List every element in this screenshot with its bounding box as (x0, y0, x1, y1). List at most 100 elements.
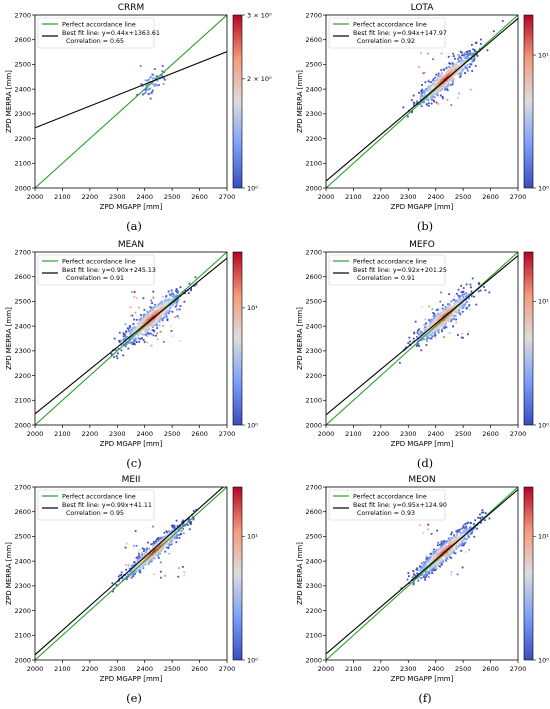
scatter-point (408, 336, 411, 339)
scatter-point (183, 300, 186, 303)
scatter-point (158, 324, 161, 327)
scatter-point (181, 565, 184, 568)
scatter-point (439, 560, 442, 563)
scatter-point (152, 83, 155, 86)
scatter-point (143, 308, 146, 311)
scatter-point (451, 83, 454, 86)
legend-fit-label: Best fit line: y=0.95x+124.90 (353, 502, 447, 509)
scatter-point (175, 519, 178, 522)
scatter-point (154, 316, 157, 319)
scatter-point (144, 91, 147, 94)
scatter-point (425, 98, 428, 101)
scatter-point (145, 549, 148, 552)
scatter-point (449, 551, 451, 554)
scatter-point (130, 341, 133, 344)
scatter-point (440, 557, 442, 559)
scatter-point (178, 526, 181, 528)
scatter-point (178, 536, 181, 539)
scatter-point (116, 357, 119, 360)
scatter-point (133, 562, 136, 565)
scatter-point (141, 84, 144, 87)
scatter-point (444, 74, 447, 77)
scatter-point (443, 311, 446, 314)
scatter-point (160, 74, 163, 77)
scatter-point (433, 317, 436, 320)
scatter-point (162, 83, 165, 85)
scatter-point (442, 97, 444, 100)
scatter-point (156, 324, 158, 327)
scatter-point (141, 337, 143, 340)
scatter-point (426, 52, 429, 55)
scatter-point (156, 327, 159, 329)
scatter-point (163, 300, 166, 303)
scatter-point (470, 290, 473, 293)
x-tick-label: 2600 (482, 430, 499, 438)
scatter-point (130, 329, 133, 332)
scatter-point (445, 312, 448, 315)
scatter-point (457, 294, 460, 297)
scatter-point (465, 53, 467, 56)
x-tick-label: 2700 (219, 193, 236, 201)
scatter-point (442, 86, 445, 89)
scatter-point (133, 326, 136, 328)
scatter-point (157, 546, 160, 549)
y-axis-label: ZPD MERRA [mm] (296, 70, 304, 133)
scatter-point (435, 309, 438, 312)
scatter-point (144, 563, 147, 566)
scatter-point (425, 334, 428, 336)
scatter-point (492, 30, 495, 33)
scatter-point (175, 541, 178, 544)
scatter-point (174, 316, 177, 319)
scatter-point (457, 334, 459, 336)
scatter-point (133, 572, 136, 575)
scatter-point (464, 529, 467, 532)
scatter-point (179, 339, 182, 342)
scatter-point (171, 537, 174, 539)
scatter-point (459, 76, 461, 79)
scatter-point (165, 295, 168, 297)
colorbar-gradient (232, 486, 243, 661)
x-axis-label: ZPD MGAPP [mm] (100, 440, 163, 448)
scatter-point (125, 343, 128, 346)
scatter-point (452, 307, 455, 310)
scatter-point (188, 282, 191, 285)
scatter-point (146, 326, 149, 328)
scatter-point (445, 322, 447, 325)
scatter-point (430, 561, 433, 564)
x-tick-label: 2000 (27, 430, 44, 438)
scatter-point (427, 99, 430, 101)
scatter-point (155, 334, 157, 337)
scatter-point (465, 526, 468, 529)
scatter-point (138, 318, 141, 321)
scatter-point (149, 306, 152, 308)
scatter-point (464, 66, 467, 69)
scatter-point (147, 563, 150, 565)
scatter-point (445, 559, 447, 562)
scatter-point (151, 324, 153, 327)
scatter-point (440, 540, 443, 543)
scatter-point (177, 527, 180, 529)
x-tick-label: 2000 (318, 430, 335, 438)
scatter-point (436, 325, 438, 327)
scatter-point (418, 91, 420, 94)
scatter-point (459, 295, 462, 298)
scatter-point (445, 80, 448, 82)
scatter-point (153, 68, 156, 70)
scatter-point (421, 561, 424, 564)
scatter-point (157, 536, 160, 539)
scatter-point (457, 66, 460, 69)
scatter-point (442, 542, 445, 544)
scatter-point (464, 303, 467, 305)
scatter-point (428, 556, 431, 559)
scatter-point (445, 553, 448, 555)
scatter-point (161, 306, 164, 309)
scatter-point (466, 67, 468, 70)
scatter-point (163, 77, 166, 80)
scatter-point (171, 541, 174, 544)
scatter-point (150, 322, 153, 325)
scatter-point (438, 309, 441, 312)
panel-label: (a) (126, 219, 142, 233)
legend-correlation-label: Correlation = 0.65 (66, 38, 124, 45)
scatter-point (459, 531, 462, 534)
scatter-point (448, 552, 451, 555)
